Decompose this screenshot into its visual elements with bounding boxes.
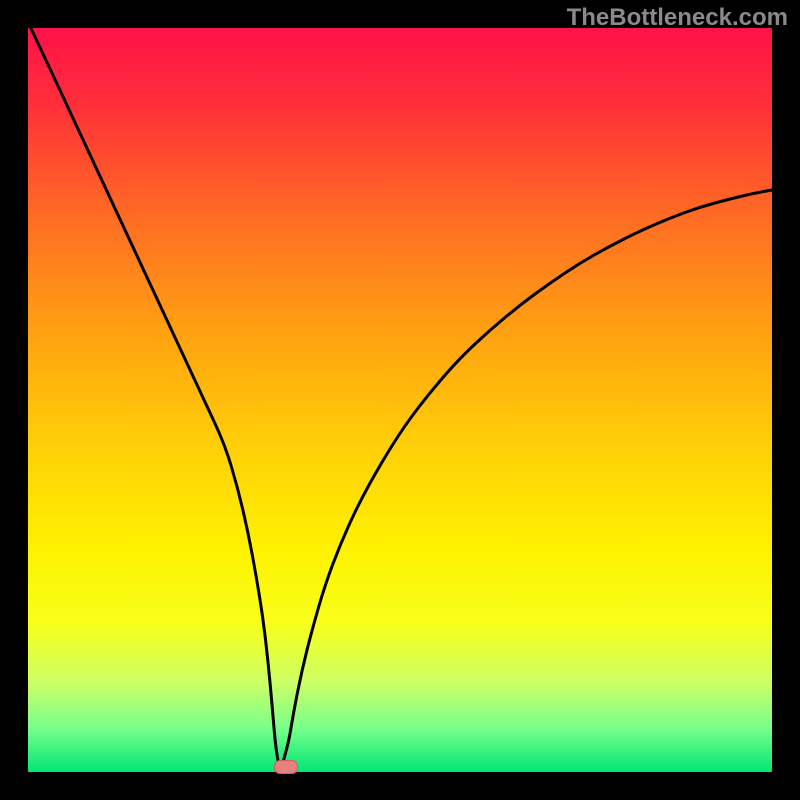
chart-container: TheBottleneck.com xyxy=(0,0,800,800)
watermark-text: TheBottleneck.com xyxy=(567,4,788,32)
curve-path xyxy=(28,22,772,769)
bottleneck-marker xyxy=(274,760,298,774)
bottleneck-curve xyxy=(0,0,800,800)
